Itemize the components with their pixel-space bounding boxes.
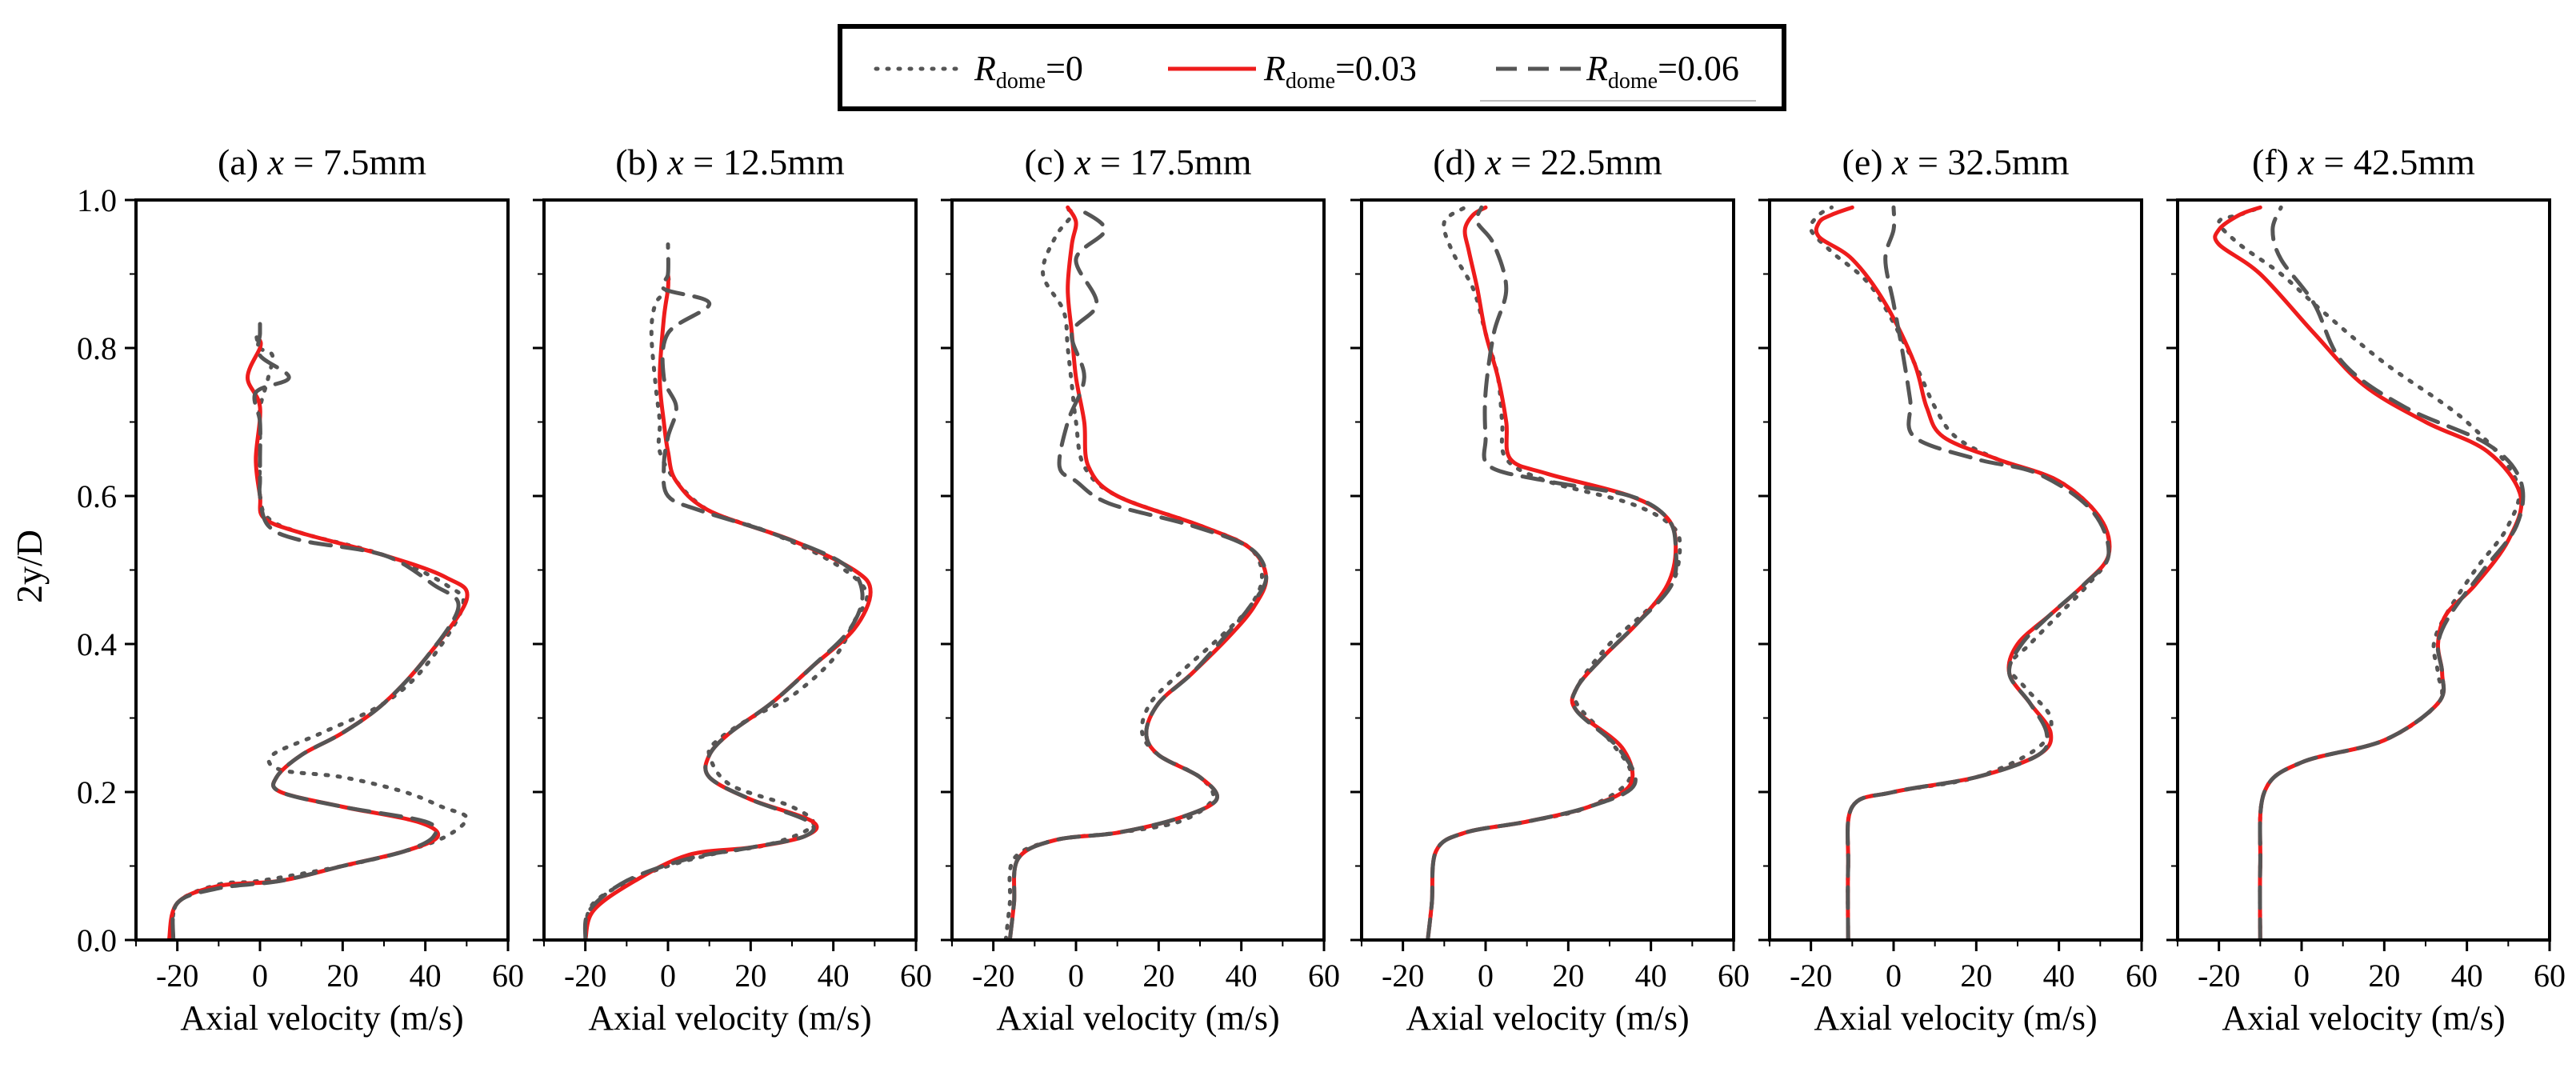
series-group [166,316,470,940]
x-tick-label: 40 [2043,958,2075,994]
series-line-rdome-0 [1808,205,2112,940]
legend-entry-rdome-006: Rdome=0.06 [1480,49,1756,102]
series-line-rdome-0 [2217,205,2522,940]
x-tick-label: 60 [1308,958,1340,994]
x-tick-label: 0 [1478,958,1494,994]
x-tick-label: 60 [2126,958,2158,994]
legend-entry-rdome-0: Rdome=0 [874,49,1083,94]
x-tick-label: 60 [492,958,524,994]
x-axis-title: Axial velocity (m/s) [996,998,1279,1038]
series-line-rdome-006 [1426,205,1678,940]
x-tick-label: -20 [1790,958,1832,994]
panel-a: -20 0 20 40 60 0.0 0.2 0.4 0.6 0.8 1.0 (a) x = 7.5m… [77,142,524,1038]
plot-frame [1768,198,2143,942]
x-tick-label: 60 [1718,958,1750,994]
y-tick-label: 0.0 [77,922,117,958]
x-tick-label: 60 [900,958,932,994]
x-tick-label: 0 [1886,958,1902,994]
x-tick-label: -20 [156,958,198,994]
plot-frame [542,198,918,942]
x-tick-label: -20 [2198,958,2240,994]
panel-f: -20 0 20 40 60 (f) x = 42.5mm Axial velocity (… [2166,142,2566,1038]
y-tick-label: 0.6 [77,478,117,514]
panel-title: (b) x = 12.5mm [615,142,845,182]
panel-title: (f) x = 42.5mm [2252,142,2475,182]
series-group [1426,205,1682,940]
x-tick-label: 0 [1068,958,1084,994]
x-axis-title: Axial velocity (m/s) [1406,998,1689,1038]
panel-title: (d) x = 22.5mm [1433,142,1662,182]
x-tick-label: 40 [1226,958,1258,994]
series-line-rdome-006 [170,316,461,940]
panel-d: -20 0 20 40 60 (d) x = 22.5mm Axial velocity (… [1350,142,1750,1038]
series-line-rdome-006 [2258,205,2526,940]
series-line-rdome-006 [582,242,865,940]
series-line-rdome-006 [1846,205,2111,940]
x-tick-label: 60 [2534,958,2566,994]
panels: -20 0 20 40 60 0.0 0.2 0.4 0.6 0.8 1.0 (a) x = 7.5m… [77,142,2566,1038]
legend-entry-rdome-003: Rdome=0.03 [1168,49,1417,94]
x-tick-label: 20 [1552,958,1584,994]
series-line-rdome-0 [1426,205,1682,940]
x-axis-title: Axial velocity (m/s) [2222,998,2505,1038]
x-tick-label: -20 [1382,958,1424,994]
series-line-rdome-003 [166,338,470,940]
series-line-rdome-003 [583,272,873,940]
x-axis-title: Axial velocity (m/s) [588,998,871,1038]
y-tick-label: 1.0 [77,182,117,218]
legend-label: Rdome=0 [974,49,1083,94]
x-tick-label: 0 [660,958,676,994]
series-group [1003,205,1269,940]
x-tick-label: 20 [326,958,358,994]
x-tick-label: 40 [2451,958,2483,994]
y-axis-title: 2y/D [9,530,50,603]
x-tick-label: 20 [1142,958,1174,994]
panel-b: -20 0 20 40 60 (b) x = 12.5mm Axial velocity (… [533,142,932,1038]
panel-title: (a) x = 7.5mm [218,142,426,182]
legend-label: Rdome=0.03 [1263,49,1417,94]
x-tick-label: 20 [734,958,766,994]
x-tick-label: 40 [818,958,850,994]
legend-label: Rdome=0.06 [1586,49,1739,94]
x-tick-label: 20 [1960,958,1992,994]
panel-c: -20 0 20 40 60 (c) x = 17.5mm Axial velocity (… [941,142,1340,1038]
x-axis-title: Axial velocity (m/s) [180,998,463,1038]
legend-box [838,24,1786,111]
x-tick-label: 0 [2294,958,2310,994]
x-tick-label: -20 [972,958,1014,994]
panel-e: -20 0 20 40 60 (e) x = 32.5mm Axial velocity (… [1758,142,2158,1038]
x-tick-label: 40 [410,958,442,994]
plot-frame [2176,198,2551,942]
x-axis-title: Axial velocity (m/s) [1814,998,2097,1038]
panel-title: (e) x = 32.5mm [1842,142,2070,182]
plot-frame [134,198,510,942]
x-tick-label: 40 [1635,958,1667,994]
x-tick-label: 20 [2368,958,2400,994]
series-line-rdome-006 [1007,205,1269,940]
x-tick-label: 0 [252,958,268,994]
panel-title: (c) x = 17.5mm [1025,142,1252,182]
series-group [2213,205,2526,940]
series-group [582,242,873,940]
legend: Rdome=0 Rdome=0.03 Rdome=0.06 [838,24,1786,111]
series-line-rdome-003 [1814,205,2112,940]
y-tick-label: 0.4 [77,626,117,662]
x-tick-label: -20 [564,958,606,994]
series-line-rdome-0 [583,272,870,940]
series-group [1808,205,2112,940]
y-tick-label: 0.2 [77,774,117,810]
y-tick-label: 0.8 [77,330,117,366]
series-line-rdome-003 [1426,205,1678,940]
series-line-rdome-0 [170,331,469,940]
